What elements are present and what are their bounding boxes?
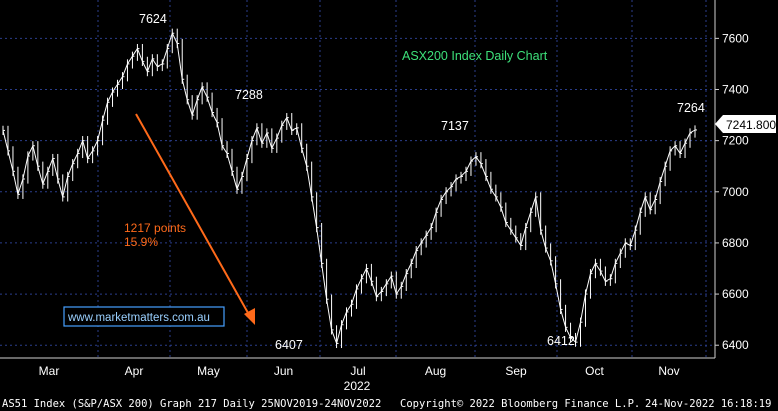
- x-tick-label: Nov: [658, 364, 679, 378]
- trough-label-6407: 6407: [275, 338, 303, 352]
- chart-title: ASX200 Index Daily Chart: [402, 49, 548, 63]
- watermark-text: www.marketmatters.com.au: [67, 312, 210, 324]
- x-tick-label: May: [197, 364, 220, 378]
- price-line: [2, 31, 696, 346]
- footer-center: Copyright© 2022 Bloomberg Finance L.P.: [400, 398, 640, 410]
- x-tick-label: Apr: [125, 364, 144, 378]
- x-tick-label: Mar: [39, 364, 60, 378]
- peak-label-7624: 7624: [139, 12, 167, 26]
- price-series: [2, 28, 697, 349]
- x-tick-label: Aug: [425, 364, 446, 378]
- footer-right: 24-Nov-2022 16:18:19: [645, 398, 771, 410]
- y-tick-label: 7600: [722, 31, 749, 45]
- y-tick-label: 6800: [722, 236, 749, 250]
- drop-arrow: [135, 113, 255, 325]
- y-tick-label: 6600: [722, 287, 749, 301]
- x-tick-label: Jun: [274, 364, 293, 378]
- drop-percent-label: 15.9%: [124, 235, 158, 249]
- last-value-tag: 7241.800: [715, 115, 776, 133]
- peak-label-7137: 7137: [441, 119, 469, 133]
- x-tick-label: Oct: [585, 364, 604, 378]
- y-tick-label: 7400: [722, 83, 749, 97]
- trough-label-6412: 6412: [547, 334, 575, 348]
- x-axis-ticks: Mar Apr May Jun Jul Aug Sep Oct Nov: [39, 364, 680, 378]
- y-tick-label: 6400: [722, 338, 749, 352]
- footer-left: AS51 Index (S&P/ASX 200) Graph 217 Daily…: [2, 398, 381, 410]
- y-tick-label: 7200: [722, 134, 749, 148]
- drop-points-label: 1217 points: [124, 221, 186, 235]
- x-tick-label: Jul: [350, 364, 365, 378]
- last-value-text: 7241.800: [726, 118, 776, 132]
- y-tick-label: 7000: [722, 185, 749, 199]
- peak-label-7288: 7288: [235, 88, 263, 102]
- peak-label-7264: 7264: [677, 101, 705, 115]
- x-tick-label: Sep: [505, 364, 527, 378]
- footer-bar: [0, 396, 778, 411]
- x-year-label: 2022: [344, 379, 371, 393]
- y-axis-ticks: 6400 6600 6800 7000 7200 7400 7600: [715, 31, 749, 352]
- grid-lines: [0, 0, 715, 358]
- watermark-box: [63, 306, 225, 327]
